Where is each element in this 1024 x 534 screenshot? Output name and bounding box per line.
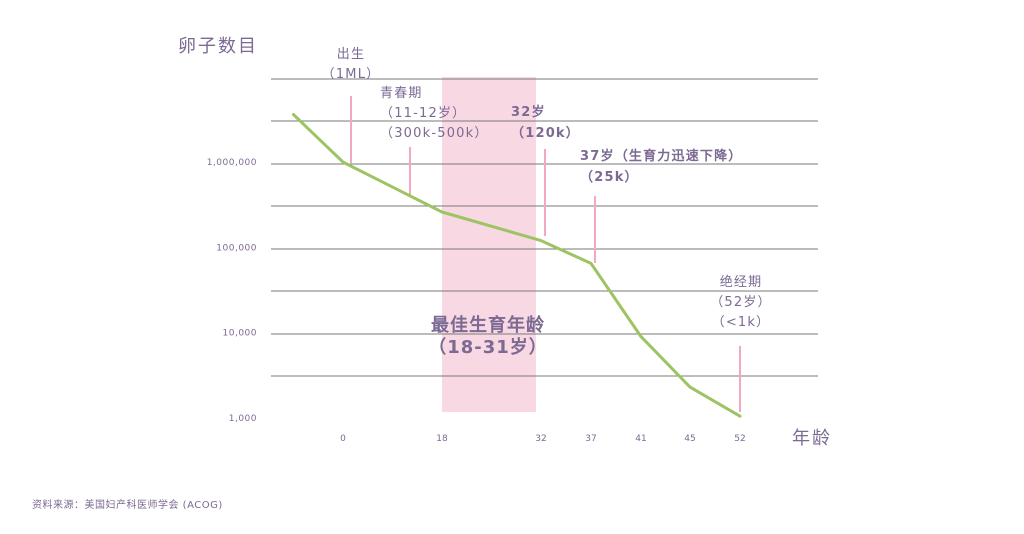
y-tick-label: 1,000	[229, 414, 257, 424]
x-tick-label: 0	[340, 434, 346, 444]
annotation-line: （120k）	[511, 125, 580, 141]
source-note: 资料来源：美国妇产科医师学会 (ACOG)	[32, 500, 223, 511]
y-tick-label: 10,000	[223, 329, 258, 339]
egg-count-line	[292, 113, 742, 418]
y-axis-title: 卵子数目	[178, 36, 258, 57]
x-tick-labels: 0 18 32 37 41 45 52	[340, 434, 746, 444]
optimal-age-title: 最佳生育年龄	[431, 314, 545, 336]
annotation-line: （<1k）	[712, 315, 771, 330]
x-tick-label: 32	[535, 434, 546, 444]
x-tick-label: 18	[436, 434, 448, 444]
annotation-line: 绝经期	[720, 274, 763, 290]
optimal-age-range: （18-31岁）	[428, 336, 548, 358]
y-tick-label: 1,000,000	[207, 158, 257, 168]
annotation-line: （1ML）	[322, 67, 381, 82]
annotation-line: 青春期	[380, 86, 423, 101]
annotation-line: 出生	[337, 47, 365, 62]
annotation-line: （11-12岁）	[380, 106, 466, 121]
x-axis-title: 年龄	[792, 428, 832, 449]
annotation-line: 37岁（生育力迅速下降）	[580, 148, 743, 164]
optimal-age-label: 最佳生育年龄（18-31岁）	[428, 314, 548, 358]
x-tick-label: 37	[585, 434, 596, 444]
x-tick-label: 41	[635, 434, 646, 444]
x-tick-label: 45	[684, 434, 695, 444]
annotation-line: 32岁	[511, 104, 546, 120]
y-tick-labels: 1,000 10,000 100,000 1,000,000	[207, 158, 257, 424]
annotation-markers	[350, 96, 741, 412]
x-tick-label: 52	[734, 434, 745, 444]
annotation-line: （52岁）	[710, 295, 772, 310]
annotation-labels: 出生 （1ML） 青春期 （11-12岁） （300k-500k） 32岁 （120k）37…	[322, 47, 772, 330]
optimal-age-band	[442, 77, 536, 412]
annotation-line: （25k）	[580, 169, 639, 185]
annotation-line: （300k-500k）	[380, 126, 489, 141]
y-tick-label: 100,000	[216, 243, 257, 253]
